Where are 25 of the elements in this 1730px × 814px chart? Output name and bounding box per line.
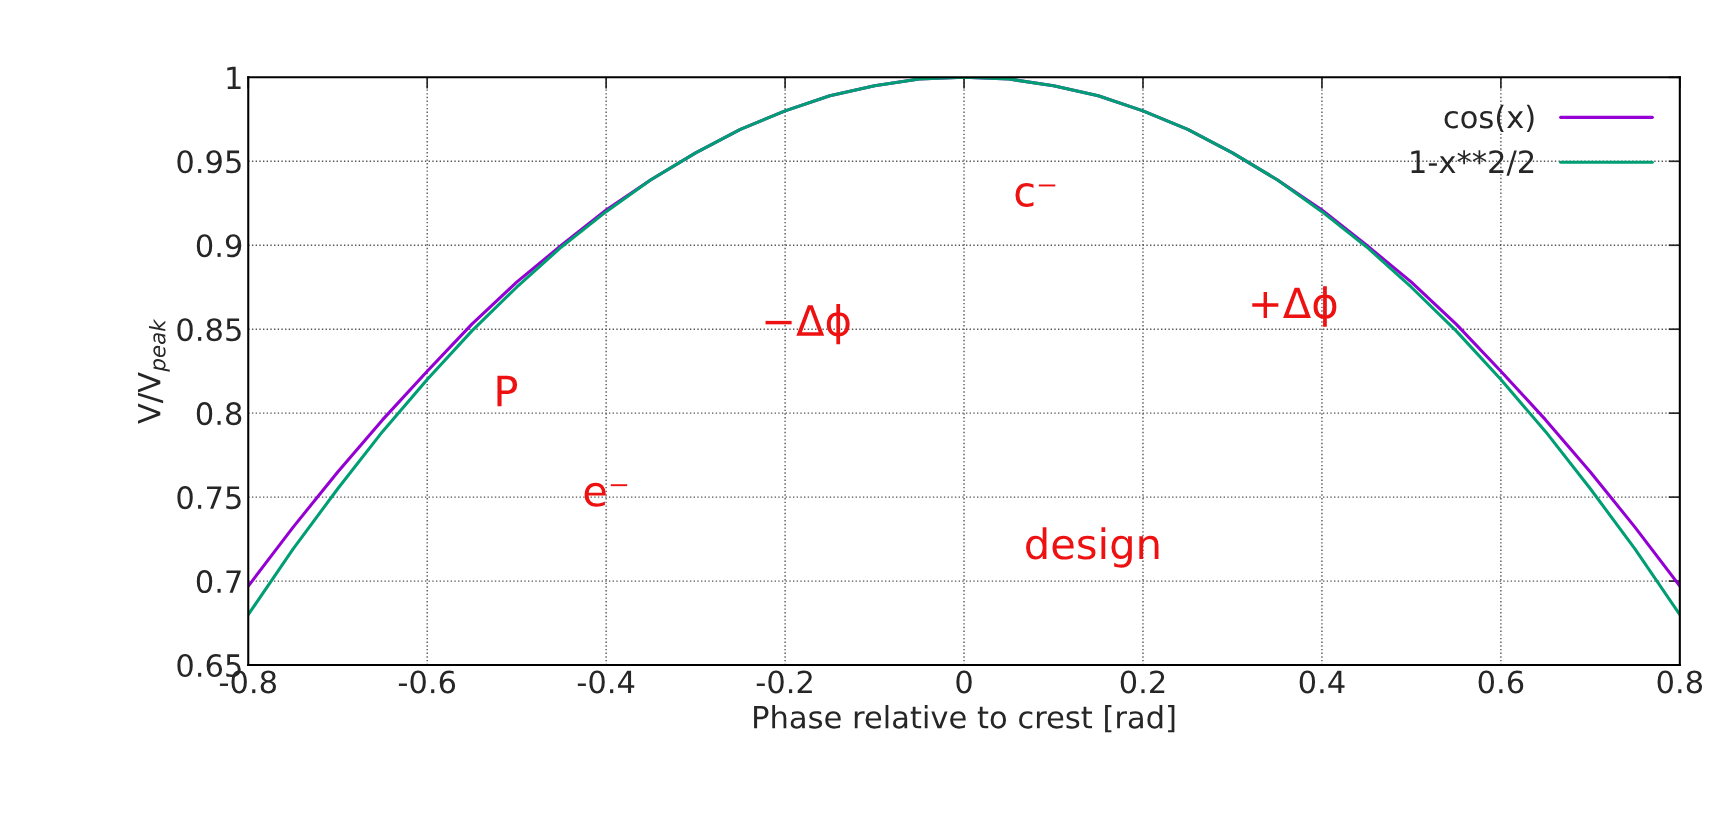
y-tick-label: 0.85 (177, 318, 241, 342)
x-tick-label: 0.2 (1120, 670, 1165, 694)
legend-label: 1-x**2/2 (1411, 150, 1534, 176)
annotation: +Δϕ (1252, 286, 1337, 327)
y-axis-title: V/V$_{peak}$ (138, 318, 170, 424)
y-tick-label: 0.9 (196, 234, 242, 258)
annotation: design (1026, 527, 1159, 568)
y-tick-label: 0.95 (177, 150, 241, 174)
x-tick-label: 0.6 (1478, 670, 1524, 694)
y-tick-label: 1 (227, 66, 241, 89)
annotation: P (497, 375, 518, 407)
x-tick-label: 0 (956, 670, 972, 694)
annotation: c⁻ (1015, 183, 1056, 207)
annotation: −Δϕ (765, 304, 850, 345)
y-tick-label: 0.7 (196, 570, 241, 594)
annotation: e⁻ (584, 482, 628, 507)
x-tick-label: 0.8 (1657, 670, 1703, 694)
y-tick-label: 0.8 (196, 402, 242, 426)
x-tick-label: 0.4 (1299, 670, 1345, 694)
y-tick-label: 0.75 (177, 486, 241, 510)
x-tick-label: -0.4 (577, 670, 635, 694)
x-axis-title: Phase relative to crest [rad] (754, 705, 1175, 733)
x-tick-label: -0.2 (756, 670, 812, 694)
x-tick-label: -0.6 (398, 670, 456, 694)
legend-label: cos(x) (1444, 104, 1534, 133)
